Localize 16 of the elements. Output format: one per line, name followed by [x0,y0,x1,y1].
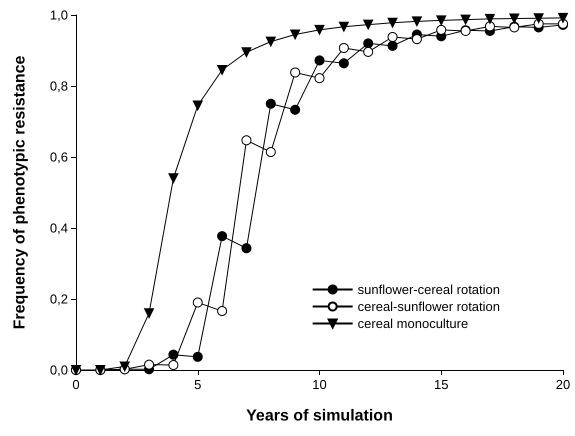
y-tick-label: 0,0 [50,362,68,378]
x-tick-label: 10 [312,377,327,392]
y-tick-label: 1,0 [50,8,68,22]
x-tick-label: 5 [194,377,202,392]
y-tick-label: 0,8 [50,78,68,94]
y-tick-label: 0,6 [50,150,68,164]
legend-label: sunflower-cereal rotation [358,282,500,297]
x-tick-label: 15 [434,377,448,392]
y-axis-title: Frequency of phenotypic resistance [12,55,28,330]
x-tick-label: 20 [556,377,570,392]
x-tick-label: 0 [72,377,80,392]
legend-label: cereal-sunflower rotation [358,299,500,314]
x-axis-title: Years of simulation [246,408,393,424]
y-tick-label: 0,4 [50,220,68,236]
legend-label: cereal monoculture [358,316,468,331]
y-tick-label: 0,2 [50,292,68,306]
